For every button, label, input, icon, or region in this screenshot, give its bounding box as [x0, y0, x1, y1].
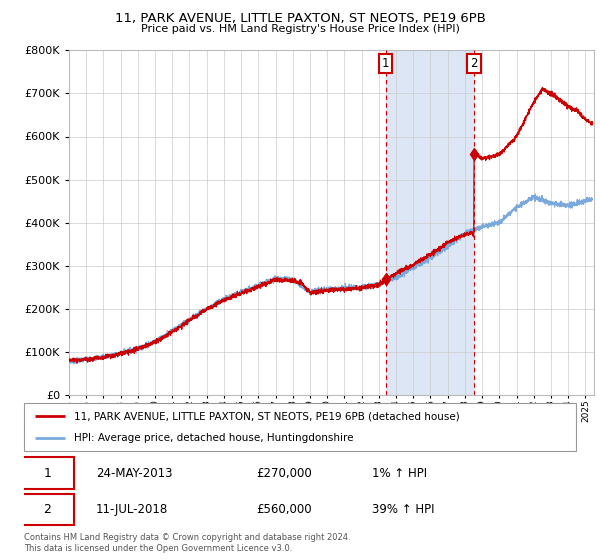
- Text: Price paid vs. HM Land Registry's House Price Index (HPI): Price paid vs. HM Land Registry's House …: [140, 24, 460, 34]
- Text: 11-JUL-2018: 11-JUL-2018: [96, 503, 168, 516]
- FancyBboxPatch shape: [21, 458, 74, 489]
- Text: 1: 1: [43, 466, 51, 480]
- FancyBboxPatch shape: [21, 494, 74, 525]
- Text: 1: 1: [382, 57, 389, 70]
- Text: £560,000: £560,000: [256, 503, 311, 516]
- Text: 39% ↑ HPI: 39% ↑ HPI: [372, 503, 434, 516]
- Text: 2: 2: [43, 503, 51, 516]
- Text: HPI: Average price, detached house, Huntingdonshire: HPI: Average price, detached house, Hunt…: [74, 433, 353, 443]
- Text: 1% ↑ HPI: 1% ↑ HPI: [372, 466, 427, 480]
- Bar: [386, 50, 474, 395]
- Text: 11, PARK AVENUE, LITTLE PAXTON, ST NEOTS, PE19 6PB: 11, PARK AVENUE, LITTLE PAXTON, ST NEOTS…: [115, 12, 485, 25]
- Text: 24-MAY-2013: 24-MAY-2013: [96, 466, 172, 480]
- Text: £270,000: £270,000: [256, 466, 311, 480]
- FancyBboxPatch shape: [24, 403, 576, 451]
- Text: 11, PARK AVENUE, LITTLE PAXTON, ST NEOTS, PE19 6PB (detached house): 11, PARK AVENUE, LITTLE PAXTON, ST NEOTS…: [74, 411, 460, 421]
- Text: 2: 2: [470, 57, 478, 70]
- Text: Contains HM Land Registry data © Crown copyright and database right 2024.
This d: Contains HM Land Registry data © Crown c…: [24, 533, 350, 553]
